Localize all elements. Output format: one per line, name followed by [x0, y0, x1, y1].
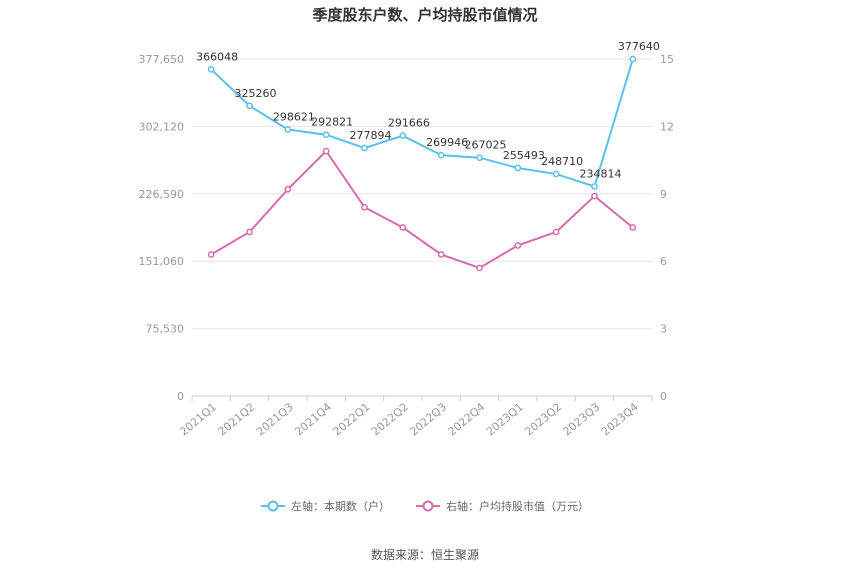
series-lines [207, 55, 637, 272]
data-point-0 [476, 154, 483, 162]
legend-label-households: 左轴：本期数（户） [291, 500, 390, 513]
legend-item-households[interactable]: 左轴：本期数（户） [261, 498, 390, 514]
data-point-1 [437, 251, 445, 258]
data-point-1 [361, 203, 368, 211]
right-axis-tick-label: 9 [660, 188, 667, 201]
right-axis-tick-label: 12 [660, 120, 674, 133]
data-point-1 [284, 185, 292, 193]
x-axis-tick-label: 2023Q3 [561, 400, 603, 438]
x-axis-tick-label: 2022Q4 [446, 400, 488, 438]
right-axis-tick-label: 3 [660, 323, 667, 336]
data-point-0 [514, 164, 522, 172]
data-point-0 [552, 170, 560, 178]
data-point-1 [552, 228, 560, 236]
x-axis-tick-label: 2022Q3 [407, 400, 449, 438]
data-point-1 [514, 242, 522, 249]
data-point-1 [476, 264, 483, 272]
x-axis-tick-label: 2023Q1 [484, 400, 526, 438]
right-axis-tick-label: 0 [660, 390, 667, 403]
x-axis-tick-label: 2022Q2 [369, 400, 411, 438]
data-label: 291666 [388, 117, 430, 130]
grid-lines [192, 58, 652, 330]
x-axis-tick-label: 2022Q1 [331, 400, 373, 438]
left-axis-tick-label: 302,120 [139, 120, 185, 133]
data-point-0 [437, 151, 445, 159]
data-point-0 [399, 132, 407, 140]
legend-label-avg-value: 右轴：户均持股市值（万元） [446, 500, 589, 513]
data-point-0 [246, 102, 253, 110]
data-label: 292821 [311, 116, 353, 129]
axes: 0 0 75,530 3 151,060 6 226,590 9 302,120 12 377,65… [139, 53, 675, 438]
left-axis-tick-label: 151,060 [139, 255, 185, 268]
data-point-1 [591, 192, 598, 200]
legend-marker-households [261, 500, 285, 512]
x-axis-tick-label: 2023Q4 [599, 400, 641, 438]
data-label: 298621 [273, 111, 315, 124]
data-point-1 [207, 251, 215, 258]
source-note: 数据来源：恒生聚源 [370, 548, 479, 562]
legend-marker-avg-value [416, 500, 440, 512]
left-axis-tick-label: 377,650 [139, 53, 185, 66]
series-line-1 [210, 149, 634, 270]
data-label: 269946 [426, 136, 468, 149]
legend-item-avg-value[interactable]: 右轴：户均持股市值（万元） [416, 498, 589, 514]
left-axis-tick-label: 75,530 [146, 323, 185, 336]
data-point-0 [284, 126, 292, 133]
data-label: 234814 [580, 167, 622, 180]
legend: 左轴：本期数（户） 右轴：户均持股市值（万元） [0, 498, 850, 514]
data-label: 366048 [196, 50, 238, 63]
data-point-0 [207, 66, 215, 73]
x-axis-tick-label: 2021Q1 [177, 400, 219, 438]
x-axis-tick-label: 2021Q3 [254, 400, 296, 438]
data-label: 377640 [618, 40, 660, 53]
data-point-1 [629, 224, 637, 231]
left-axis-tick-label: 226,590 [139, 188, 185, 201]
data-point-1 [322, 147, 330, 155]
series-line-0 [210, 58, 634, 188]
data-label: 255493 [503, 149, 545, 162]
left-axis-tick-label: 0 [177, 390, 184, 403]
data-label: 277894 [350, 129, 392, 142]
data-point-0 [629, 55, 637, 63]
data-label: 267025 [465, 139, 507, 152]
right-axis-tick-label: 15 [660, 53, 674, 66]
x-axis-tick-label: 2021Q2 [216, 400, 258, 438]
right-axis-tick-label: 6 [660, 255, 667, 268]
data-point-0 [361, 144, 368, 152]
data-label: 248710 [541, 155, 583, 168]
x-axis-tick-label: 2021Q4 [292, 400, 334, 438]
data-point-0 [591, 183, 598, 190]
data-point-1 [246, 228, 253, 236]
data-point-1 [399, 224, 407, 231]
x-axis-tick-label: 2023Q2 [522, 400, 564, 438]
chart-title: 季度股东户数、户均持股市值情况 [312, 6, 538, 24]
data-point-0 [322, 131, 330, 139]
data-label: 325260 [235, 87, 277, 100]
